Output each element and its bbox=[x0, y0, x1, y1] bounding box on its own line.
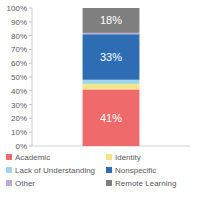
y-tick-label: 70% bbox=[11, 45, 27, 54]
data-label: 41% bbox=[100, 112, 122, 124]
legend-swatch bbox=[106, 180, 112, 186]
data-label: 33% bbox=[100, 51, 122, 63]
legend-swatch bbox=[6, 154, 12, 160]
legend-swatch bbox=[106, 154, 112, 160]
y-tick-label: 50% bbox=[11, 73, 27, 82]
y-tick-label: 80% bbox=[11, 32, 27, 41]
legend-swatch bbox=[106, 167, 112, 173]
legend-label: Remote Learning bbox=[115, 179, 176, 188]
y-tick-label: 20% bbox=[11, 114, 27, 123]
bar-segment bbox=[83, 33, 140, 34]
bar-segment bbox=[83, 84, 140, 90]
y-tick-label: 40% bbox=[11, 87, 27, 96]
bar-segment bbox=[83, 89, 140, 146]
legend-label: Lack of Understanding bbox=[15, 166, 95, 175]
legend-label: Nonspecific bbox=[115, 166, 156, 175]
y-tick-label: 0% bbox=[15, 142, 27, 151]
y-axis bbox=[32, 8, 33, 146]
y-tick-label: 90% bbox=[11, 18, 27, 27]
legend-swatch bbox=[6, 180, 12, 186]
legend-label: Academic bbox=[15, 153, 50, 162]
y-tick-label: 10% bbox=[11, 128, 27, 137]
y-tick-label: 30% bbox=[11, 101, 27, 110]
bar-segment bbox=[83, 80, 140, 84]
data-label: 18% bbox=[100, 14, 122, 26]
legend-label: Identity bbox=[115, 153, 141, 162]
chart: 0% 10% 20% 30% 40% 50% 60% 70% 80% 90% 100% 41% 33% 1… bbox=[0, 0, 200, 200]
data-labels: 41% 33% 18% bbox=[100, 14, 122, 123]
bars bbox=[83, 8, 140, 146]
legend-swatch bbox=[6, 167, 12, 173]
bar-segment bbox=[83, 34, 140, 80]
legend-label: Other bbox=[15, 179, 35, 188]
bar-segment bbox=[83, 8, 140, 33]
y-tick-label: 100% bbox=[7, 4, 27, 13]
legend: Academic Identity Lack of Understanding Non… bbox=[6, 153, 176, 188]
y-tick-label: 60% bbox=[11, 59, 27, 68]
